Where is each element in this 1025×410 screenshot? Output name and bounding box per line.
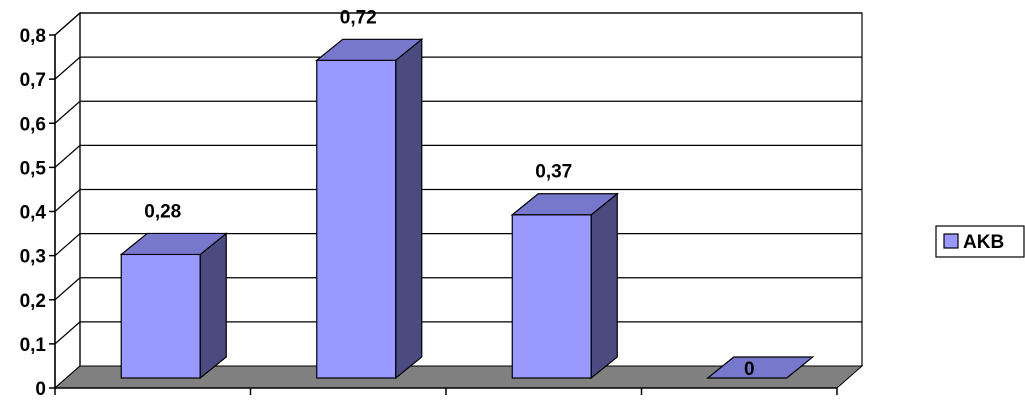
y-tick-label: 0,6 [20, 114, 46, 135]
bar-side [199, 232, 227, 380]
bar-top [706, 356, 815, 379]
gridline [54, 100, 862, 124]
y-tick-label: 0,8 [20, 26, 46, 47]
gridline [54, 12, 862, 36]
y-tick-label: 0,2 [20, 291, 46, 312]
bar-side [395, 38, 423, 380]
gridline [54, 188, 862, 212]
bar-top [510, 193, 619, 216]
bar-front [511, 214, 592, 379]
bar-side [590, 192, 618, 380]
bar-front [316, 59, 397, 379]
bar-front [120, 253, 201, 379]
data-label: 0 [744, 359, 755, 380]
bar-top [119, 232, 228, 256]
legend-label: AKB [963, 232, 1004, 253]
y-tick-label: 0,7 [20, 70, 46, 91]
data-label: 0,72 [340, 7, 377, 28]
data-label: 0,37 [535, 162, 572, 183]
legend-swatch [943, 233, 959, 249]
y-tick-label: 0,5 [20, 158, 47, 179]
y-tick-label: 0,4 [20, 203, 47, 224]
y-tick-label: 0 [35, 379, 46, 400]
gridline [54, 56, 862, 80]
y-tick-label: 0,3 [20, 247, 46, 268]
data-label: 0,28 [144, 201, 181, 222]
gridline [54, 144, 862, 168]
y-tick-label: 0,1 [20, 335, 47, 356]
bar-top [315, 38, 424, 61]
